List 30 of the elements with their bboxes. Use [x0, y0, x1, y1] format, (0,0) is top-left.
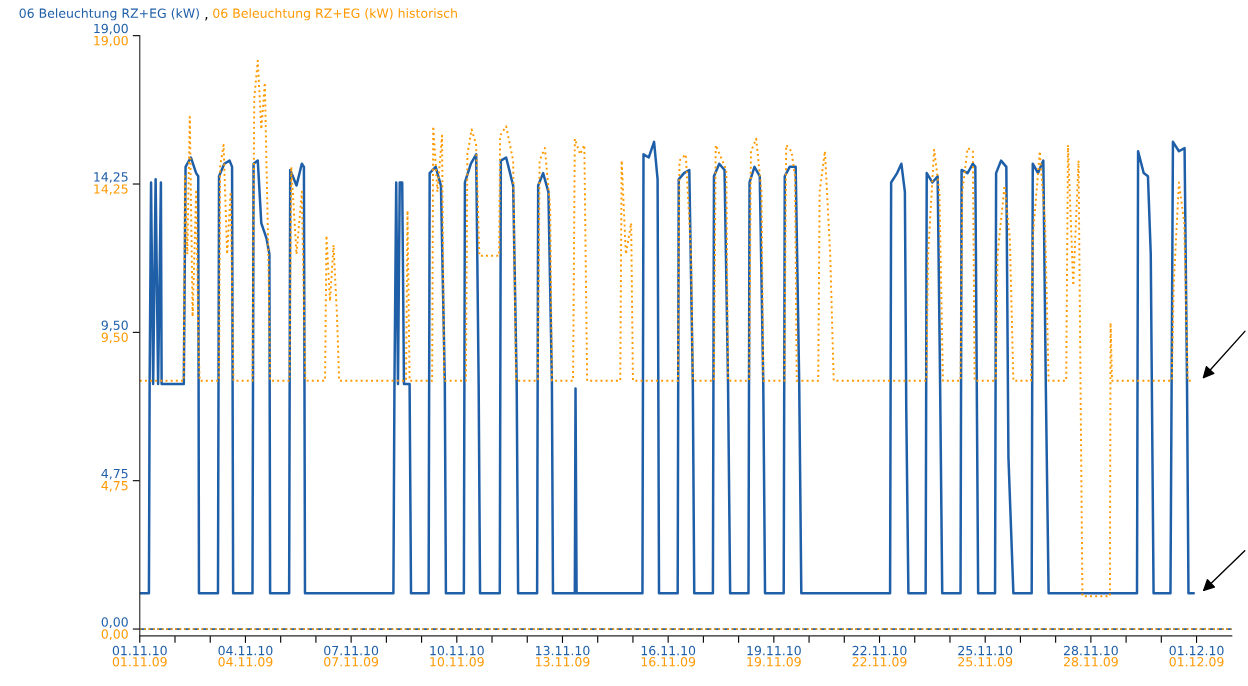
x-tick-label: 22.11.10 — [852, 645, 907, 656]
x2-tick-label: 16.11.09 — [641, 656, 696, 667]
x-tick-label: 25.11.10 — [958, 645, 1013, 656]
x-tick-label: 07.11.10 — [324, 645, 379, 656]
x-tick-label: 19.11.10 — [747, 645, 801, 656]
x2-tick-label: 25.11.09 — [958, 656, 1013, 667]
y-tick-label: 9,50 — [101, 332, 128, 344]
x2-tick-label: 28.11.09 — [1063, 656, 1118, 667]
y-tick-label: 19,00 — [94, 35, 128, 47]
x-tick-label: 10.11.10 — [430, 645, 484, 656]
x-tick-label: 01.11.10 — [112, 645, 167, 656]
x2-tick-label: 22.11.09 — [852, 656, 907, 667]
y-tick-label: 0,00 — [101, 629, 128, 640]
y-tick-label: 4,75 — [101, 481, 128, 492]
x2-tick-label: 19.11.09 — [747, 656, 801, 667]
x-tick-label: 04.11.10 — [218, 645, 273, 656]
x2-tick-label: 01.11.09 — [112, 656, 167, 667]
x-tick-label: 13.11.10 — [536, 645, 590, 656]
x2-tick-label: 10.11.09 — [430, 656, 484, 667]
text: 06 Beleuchtung RZ+EG (kW) historisch — [213, 8, 457, 21]
x-tick-label: 01.12.10 — [1169, 645, 1224, 656]
x2-tick-label: 01.12.09 — [1169, 656, 1224, 667]
x-tick-label: 28.11.10 — [1063, 645, 1118, 656]
y-tick-label: 14,25 — [94, 184, 128, 195]
text: , — [205, 17, 208, 21]
x2-tick-label: 13.11.09 — [536, 656, 590, 667]
x-tick-label: 16.11.10 — [641, 645, 696, 656]
text: 06 Beleuchtung RZ+EG (kW) — [19, 8, 199, 21]
x2-tick-label: 07.11.09 — [324, 656, 379, 667]
x2-tick-label: 04.11.09 — [218, 656, 273, 667]
